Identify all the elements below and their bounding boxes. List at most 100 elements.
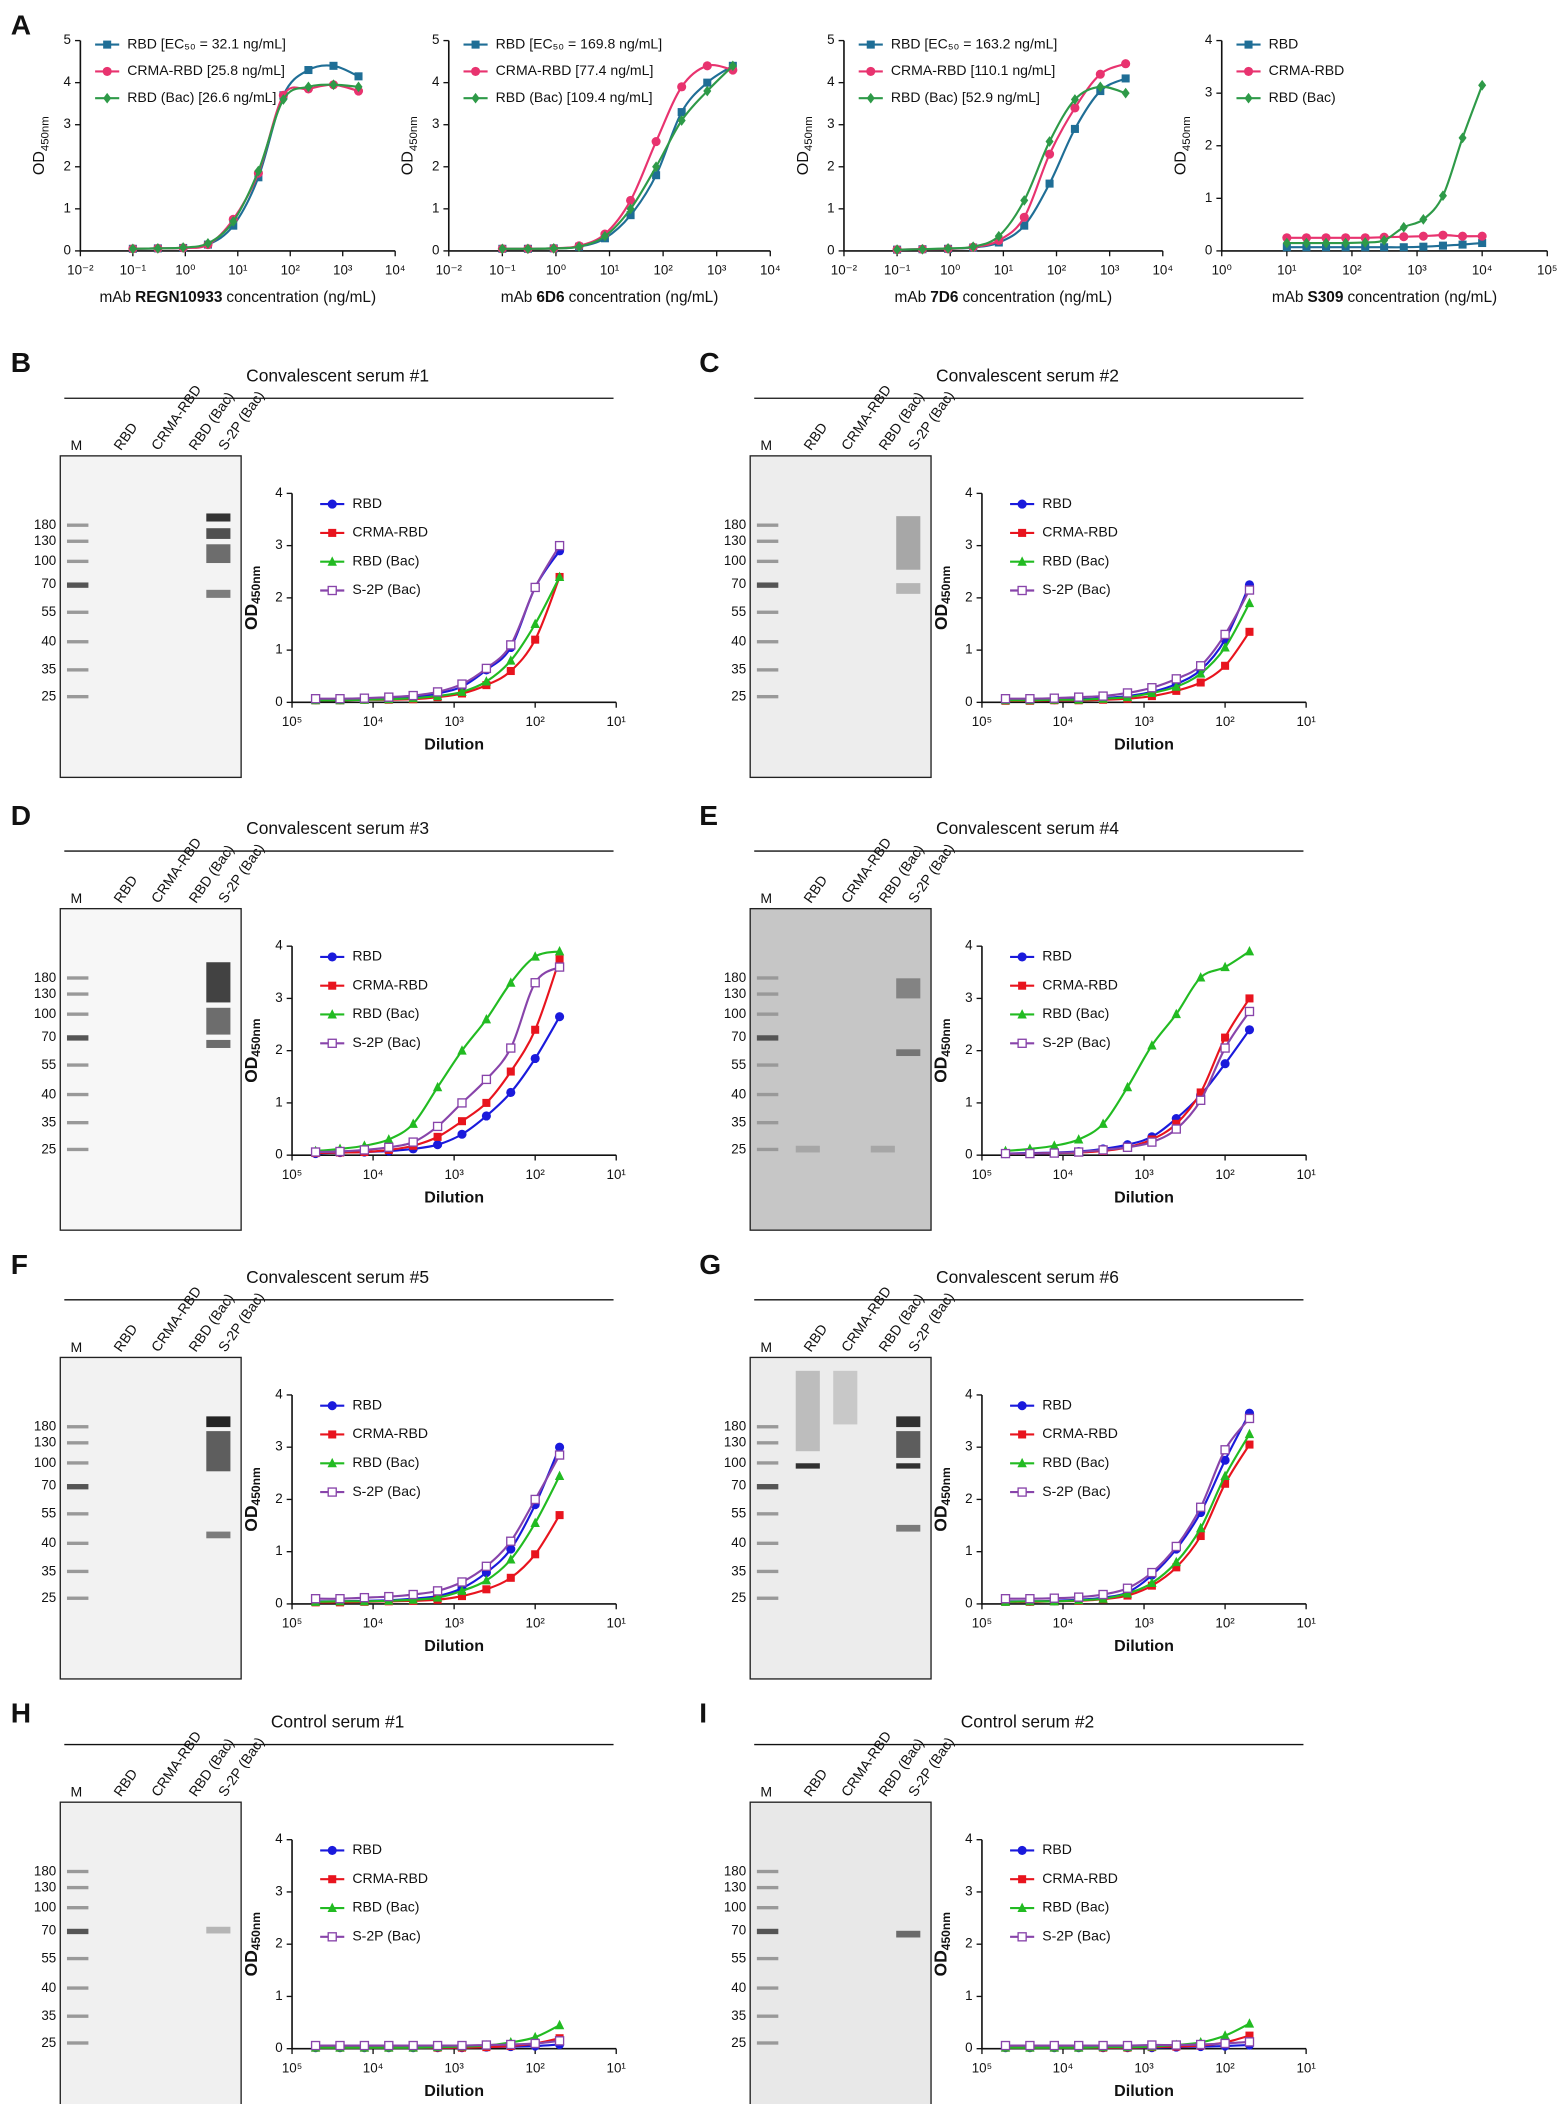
y-tick-label: 4 — [275, 938, 283, 953]
marker — [1121, 59, 1131, 69]
ladder-band — [66, 523, 89, 527]
marker — [1380, 243, 1389, 252]
y-tick-label: 2 — [965, 1936, 972, 1951]
y-tick-label: 4 — [965, 485, 973, 500]
y-tick-label: 2 — [275, 1042, 282, 1057]
marker — [432, 1586, 443, 1596]
axis-line — [981, 493, 1307, 704]
marker — [1478, 79, 1487, 91]
marker-label: 100 — [724, 1900, 746, 1915]
marker — [1196, 1531, 1205, 1541]
y-tick-label: 1 — [965, 642, 972, 657]
y-tick-label: 1 — [965, 1543, 972, 1558]
series-line — [1005, 1412, 1251, 1603]
lane-label: RBD — [800, 420, 830, 453]
blot-band — [896, 516, 921, 570]
ladder-band — [756, 610, 779, 614]
marker — [1458, 132, 1467, 144]
lane-label: M — [760, 1339, 772, 1355]
series-line — [315, 545, 561, 700]
marker — [554, 2019, 565, 2030]
y-tick-label: 3 — [275, 990, 282, 1005]
marker — [1220, 642, 1230, 652]
marker — [1171, 2040, 1181, 2050]
ladder-band — [756, 1541, 779, 1545]
marker-label: 130 — [34, 533, 56, 548]
y-tick-label: 1 — [432, 200, 439, 215]
marker-label: 55 — [41, 1506, 56, 1521]
x-axis-label: Dilution — [424, 1188, 484, 1206]
legend-label: CRMA-RBD — [1042, 524, 1118, 540]
marker-label: 25 — [731, 1141, 746, 1156]
x-tick-label: 10⁵ — [1537, 263, 1557, 278]
marker — [1244, 2018, 1255, 2028]
x-axis-label: mAb S309 concentration (ng/mL) — [1272, 289, 1497, 306]
y-tick-label: 0 — [432, 242, 439, 257]
legend-marker — [327, 499, 337, 509]
legend-label: RBD (Bac) — [352, 552, 419, 568]
panel-label: H — [11, 1698, 31, 1729]
marker — [1221, 1479, 1230, 1488]
x-tick-label: 10⁻¹ — [884, 263, 911, 278]
blot — [59, 1356, 242, 1680]
legend-marker — [1017, 556, 1027, 566]
y-axis-label-main: OD — [794, 151, 812, 175]
marker — [433, 1132, 442, 1141]
marker-label: 100 — [34, 1455, 56, 1470]
marker-label: 70 — [731, 1478, 746, 1493]
marker-label: 130 — [34, 986, 56, 1001]
axis-line — [291, 1394, 617, 1605]
panel-label: I — [699, 1698, 707, 1729]
ladder-band — [756, 1012, 779, 1016]
marker — [1147, 1137, 1157, 1147]
marker — [457, 1129, 467, 1139]
marker — [1244, 1025, 1255, 1035]
marker — [1220, 1445, 1230, 1455]
marker — [1195, 1522, 1206, 1533]
ladder-band — [756, 976, 779, 980]
marker — [254, 165, 263, 177]
y-tick-label: 1 — [965, 1988, 972, 2003]
legend-marker — [1244, 40, 1253, 49]
x-axis-label: mAb 6D6 concentration (ng/mL) — [501, 289, 719, 306]
marker-label: 100 — [724, 553, 746, 568]
marker-label: 130 — [34, 1879, 56, 1894]
x-tick-label: 10⁴ — [1053, 714, 1074, 729]
x-tick-label: 10³ — [1134, 2060, 1154, 2075]
marker — [626, 203, 635, 215]
marker-label: 55 — [731, 1506, 746, 1521]
marker — [506, 1544, 516, 1554]
lane-label: RBD — [110, 420, 140, 453]
marker — [555, 1442, 565, 1452]
marker — [1171, 1541, 1181, 1552]
marker — [1049, 693, 1059, 703]
ladder-band — [66, 1569, 89, 1574]
y-tick-label: 3 — [827, 116, 834, 131]
y-tick-label: 2 — [275, 1491, 282, 1506]
ladder-band — [756, 1885, 779, 1890]
marker — [1025, 694, 1035, 704]
marker — [1399, 221, 1408, 233]
blot-band — [206, 544, 231, 564]
x-tick-label: 10⁴ — [760, 263, 781, 278]
ladder-band — [66, 1120, 89, 1125]
marker-label: 35 — [41, 2008, 56, 2023]
lane-label: RBD — [110, 1321, 140, 1354]
y-tick-label: 4 — [275, 1831, 283, 1846]
marker — [408, 1137, 418, 1147]
x-tick-label: 10³ — [1100, 263, 1120, 278]
x-tick-label: 10⁻² — [831, 263, 858, 278]
marker — [279, 94, 288, 105]
ladder-band — [66, 1425, 89, 1429]
marker-label: 35 — [41, 1115, 56, 1130]
ladder-band — [756, 539, 779, 543]
marker — [482, 1098, 491, 1107]
legend-marker — [866, 66, 876, 76]
marker — [481, 1111, 491, 1121]
marker-label: 25 — [41, 2035, 56, 2050]
marker — [384, 1142, 394, 1153]
x-tick-label: 10³ — [444, 1616, 464, 1631]
y-axis-label: OD450nm — [240, 566, 263, 630]
x-axis-label-prefix: mAb — [501, 289, 533, 306]
marker — [335, 1594, 345, 1604]
